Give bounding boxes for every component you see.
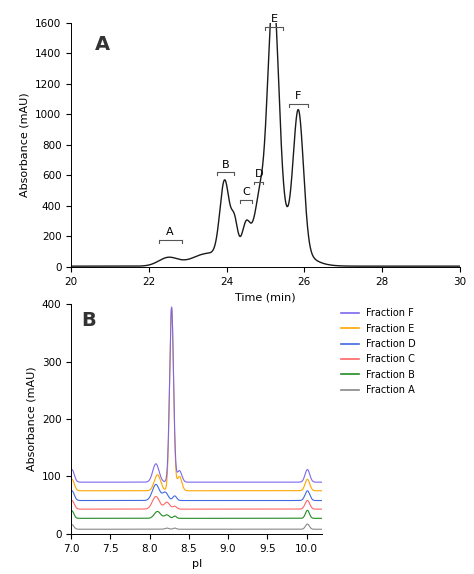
X-axis label: Time (min): Time (min): [235, 292, 296, 302]
Text: B: B: [81, 311, 96, 330]
Text: C: C: [242, 187, 250, 197]
Text: F: F: [295, 91, 301, 101]
Text: E: E: [271, 14, 278, 24]
Y-axis label: Absorbance (mAU): Absorbance (mAU): [26, 367, 36, 471]
Text: D: D: [255, 169, 263, 179]
X-axis label: pI: pI: [191, 559, 202, 569]
Legend: Fraction F, Fraction E, Fraction D, Fraction C, Fraction B, Fraction A: Fraction F, Fraction E, Fraction D, Frac…: [337, 304, 420, 399]
Text: A: A: [94, 35, 109, 54]
Text: B: B: [222, 160, 229, 170]
Y-axis label: Absorbance (mAU): Absorbance (mAU): [19, 92, 29, 197]
Text: A: A: [166, 227, 174, 238]
